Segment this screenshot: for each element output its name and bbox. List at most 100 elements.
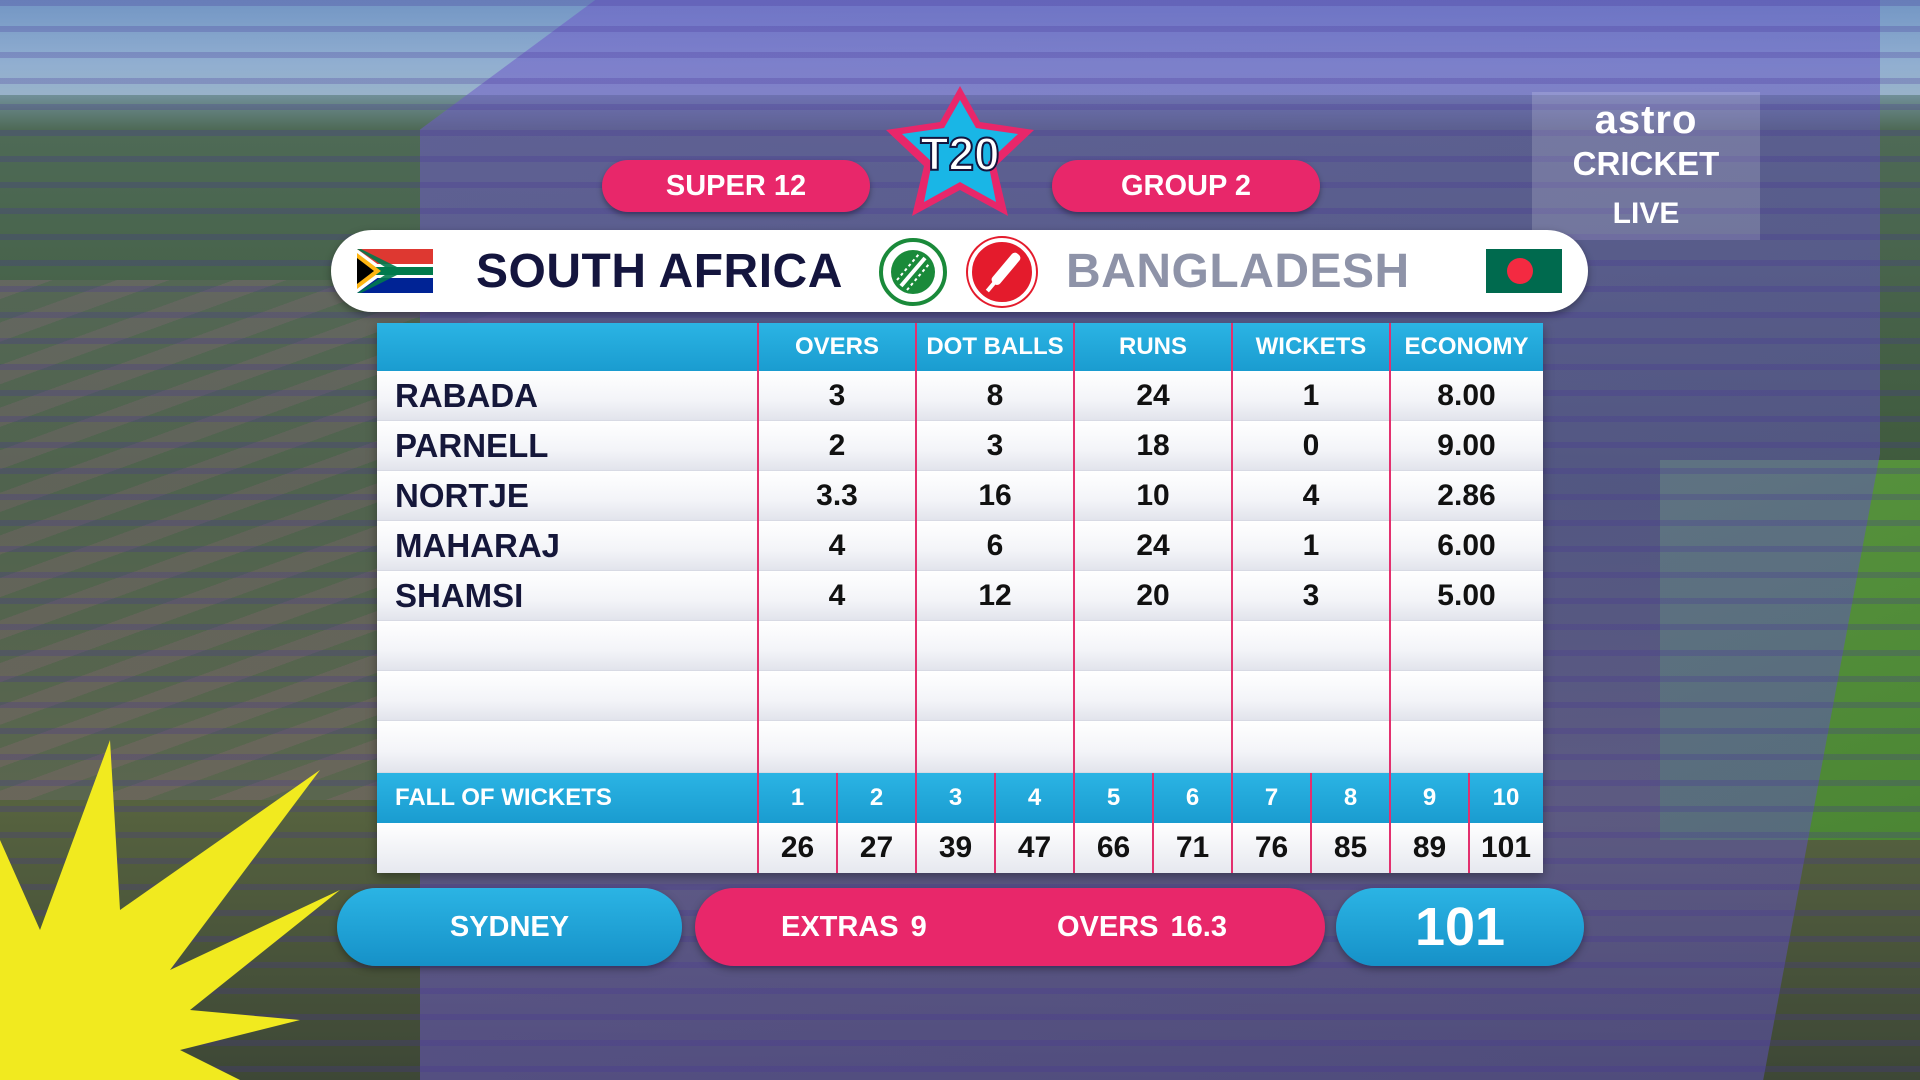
column-divider — [757, 773, 759, 873]
table-header: OVERS DOT BALLS RUNS WICKETS ECONOMY — [377, 323, 1543, 371]
column-wickets: WICKETS — [1255, 333, 1367, 360]
wicket-number: 5 — [1106, 784, 1121, 811]
teams-bar: SOUTH AFRICA BANGLADESH — [331, 230, 1588, 312]
overs-value: 4 — [828, 579, 846, 612]
column-divider — [915, 773, 917, 873]
wicket-number: 9 — [1422, 784, 1437, 811]
wicket-score: 101 — [1480, 831, 1532, 864]
broadcaster-logo: astro CRICKET LIVE — [1532, 92, 1760, 240]
dot-balls-value: 16 — [978, 479, 1012, 512]
table-row: MAHARAJ 4 6 24 1 6.00 — [377, 521, 1543, 571]
wicket-score: 76 — [1254, 831, 1289, 864]
economy-value: 5.00 — [1437, 579, 1496, 612]
table-row: RABADA 3 8 24 1 8.00 — [377, 371, 1543, 421]
t20-logo-text: T20 — [920, 128, 999, 180]
group-badge: GROUP 2 — [1052, 160, 1320, 212]
extras-label: EXTRAS — [781, 911, 899, 943]
dot-balls-value: 3 — [986, 429, 1004, 462]
column-divider — [1073, 323, 1075, 773]
column-economy: ECONOMY — [1404, 333, 1529, 360]
overs-value: 2 — [828, 429, 846, 462]
live-label: LIVE — [1612, 197, 1680, 230]
wickets-value: 0 — [1302, 429, 1320, 462]
wicket-score: 71 — [1175, 831, 1210, 864]
bowler-name: SHAMSI — [395, 577, 524, 614]
empty-row — [377, 621, 1543, 671]
yellow-burst-icon — [0, 740, 340, 1080]
fall-of-wickets-title: FALL OF WICKETS — [395, 784, 612, 811]
column-divider — [1389, 323, 1391, 773]
table-row: NORTJE 3.3 16 10 4 2.86 — [377, 471, 1543, 521]
stage-badge: SUPER 12 — [602, 160, 870, 212]
wickets-value: 1 — [1302, 379, 1320, 412]
overs-value: 3.3 — [816, 479, 858, 512]
wicket-score: 39 — [938, 831, 973, 864]
table-row: SHAMSI 4 12 20 3 5.00 — [377, 571, 1543, 621]
wicket-number: 7 — [1264, 784, 1279, 811]
wicket-score: 66 — [1096, 831, 1131, 864]
innings-summary: EXTRAS 9 OVERS 16.3 — [695, 888, 1325, 966]
wicket-number: 6 — [1185, 784, 1200, 811]
bowling-scorecard: OVERS DOT BALLS RUNS WICKETS ECONOMY RAB… — [377, 323, 1543, 873]
bangladesh-flag-icon — [1486, 249, 1562, 293]
overs-stat: OVERS 16.3 — [1057, 888, 1227, 966]
broadcaster-name: astro — [1594, 98, 1698, 142]
runs-value: 18 — [1136, 429, 1170, 462]
overs-label: OVERS — [1057, 911, 1159, 943]
overs-value: 3 — [828, 379, 846, 412]
wicket-score: 47 — [1017, 831, 1052, 864]
column-divider — [994, 773, 996, 873]
total-score: 101 — [1336, 888, 1584, 966]
extras-stat: EXTRAS 9 — [781, 888, 927, 966]
economy-value: 9.00 — [1437, 429, 1496, 462]
extras-value: 9 — [910, 911, 927, 943]
runs-value: 20 — [1136, 579, 1170, 612]
t20-world-cup-logo-icon: T20 — [886, 86, 1034, 216]
column-divider — [1310, 773, 1312, 873]
runs-value: 10 — [1136, 479, 1170, 512]
wicket-number: 1 — [790, 784, 805, 811]
dot-balls-value: 8 — [986, 379, 1004, 412]
wicket-score: 85 — [1333, 831, 1368, 864]
economy-value: 6.00 — [1437, 529, 1496, 562]
bowler-name: NORTJE — [395, 477, 529, 514]
wicket-score: 26 — [780, 831, 815, 864]
wicket-number: 10 — [1492, 784, 1520, 811]
runs-value: 24 — [1136, 529, 1170, 562]
column-divider — [915, 323, 917, 773]
overs-value: 16.3 — [1170, 911, 1227, 943]
wickets-value: 4 — [1302, 479, 1320, 512]
empty-row — [377, 671, 1543, 721]
cricket-bat-icon — [968, 238, 1036, 306]
wickets-value: 1 — [1302, 529, 1320, 562]
column-divider — [1231, 323, 1233, 773]
column-divider — [1152, 773, 1154, 873]
bowler-name: RABADA — [395, 377, 538, 414]
column-divider — [1073, 773, 1075, 873]
south-africa-flag-icon — [357, 249, 433, 293]
runs-value: 24 — [1136, 379, 1170, 412]
wicket-number: 8 — [1343, 784, 1358, 811]
fall-of-wickets-scores: 26 27 39 47 66 71 76 85 89 101 — [377, 823, 1543, 873]
column-divider — [757, 323, 759, 773]
wicket-number: 4 — [1027, 784, 1042, 811]
empty-row — [377, 721, 1543, 773]
bowling-team-name: SOUTH AFRICA — [476, 245, 843, 298]
column-runs: RUNS — [1118, 333, 1187, 360]
bowler-name: MAHARAJ — [395, 527, 560, 564]
column-dot-balls: DOT BALLS — [926, 333, 1064, 360]
wicket-score: 89 — [1412, 831, 1447, 864]
column-divider — [836, 773, 838, 873]
economy-value: 2.86 — [1437, 479, 1496, 512]
column-overs: OVERS — [794, 333, 880, 360]
column-divider — [1468, 773, 1470, 873]
cricket-ball-icon — [879, 238, 947, 306]
dot-balls-value: 12 — [978, 579, 1012, 612]
column-divider — [1231, 773, 1233, 873]
column-divider — [1389, 773, 1391, 873]
venue-badge: SYDNEY — [337, 888, 682, 966]
economy-value: 8.00 — [1437, 379, 1496, 412]
wicket-number: 3 — [948, 784, 963, 811]
batting-team-name: BANGLADESH — [1066, 245, 1410, 298]
overs-value: 4 — [828, 529, 846, 562]
